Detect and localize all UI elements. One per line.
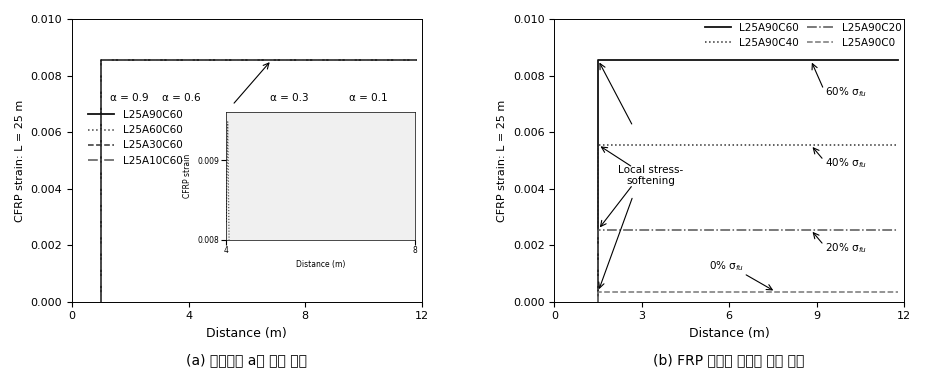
Line: L25A10C60: L25A10C60 [101,60,416,302]
Line: L25A90C20: L25A90C20 [598,230,898,302]
Text: 20% σ$_{fu}$: 20% σ$_{fu}$ [825,241,867,255]
L25A90C40 [593,300,604,304]
Line: L25A90C60: L25A90C60 [101,60,416,302]
L25A90C60 [410,58,421,62]
Y-axis label: CFRP strain: L = 25 m: CFRP strain: L = 25 m [15,99,25,222]
Text: (a) 보강계수 a에 대한 거동: (a) 보강계수 a에 대한 거동 [186,353,307,367]
L25A90C60 [893,58,904,62]
L25A90C60 [593,58,604,62]
X-axis label: Distance (m): Distance (m) [206,327,287,340]
L25A90C20 [593,300,604,304]
X-axis label: Distance (m): Distance (m) [689,327,770,340]
L25A90C20 [593,227,604,232]
L25A90C40 [893,143,904,147]
Line: L25A60C60: L25A60C60 [101,60,416,302]
Legend: L25A90C60, L25A90C40, L25A90C20, L25A90C0: L25A90C60, L25A90C40, L25A90C20, L25A90C… [701,18,906,52]
Line: L25A90C60: L25A90C60 [598,60,898,302]
Line: L25A90C0: L25A90C0 [598,292,898,302]
Line: L25A30C60: L25A30C60 [101,60,416,302]
L25A10C60 [95,58,106,62]
L25A90C60 [593,300,604,304]
L25A10C60 [410,58,421,62]
L25A90C0 [593,300,604,304]
Text: α = 0.6: α = 0.6 [162,93,201,103]
L25A90C60 [95,58,106,62]
L25A30C60 [410,58,421,62]
L25A90C60 [95,300,106,304]
L25A30C60 [95,58,106,62]
Text: α = 0.1: α = 0.1 [349,93,387,103]
L25A30C60 [95,300,106,304]
Text: (b) FRP 긴장력 수준에 대한 거동: (b) FRP 긴장력 수준에 대한 거동 [654,353,805,367]
L25A60C60 [95,300,106,304]
Line: L25A90C40: L25A90C40 [598,145,898,302]
Text: 60% σ$_{fu}$: 60% σ$_{fu}$ [825,85,867,99]
Text: α = 0.3: α = 0.3 [270,93,308,103]
Text: 0% σ$_{fu}$: 0% σ$_{fu}$ [708,259,744,273]
L25A60C60 [410,58,421,62]
Text: 40% σ$_{fu}$: 40% σ$_{fu}$ [825,156,867,170]
Text: α = 0.9: α = 0.9 [110,93,148,103]
L25A90C40 [593,143,604,147]
Legend: L25A90C60, L25A60C60, L25A30C60, L25A10C60: L25A90C60, L25A60C60, L25A30C60, L25A10C… [84,106,187,170]
L25A90C0 [593,290,604,294]
Y-axis label: CFRP strain: L = 25 m: CFRP strain: L = 25 m [497,99,507,222]
L25A90C0 [893,290,904,294]
L25A60C60 [95,58,106,62]
L25A90C20 [893,227,904,232]
Text: Local stress-
softening: Local stress- softening [618,165,683,187]
L25A10C60 [95,300,106,304]
